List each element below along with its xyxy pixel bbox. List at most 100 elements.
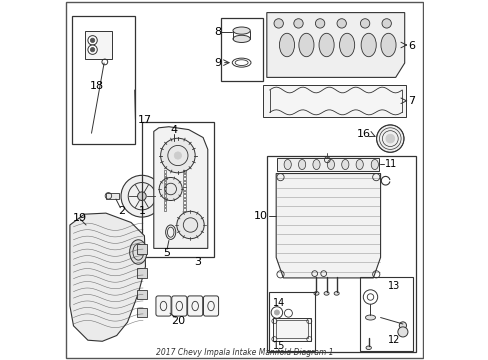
Text: 18: 18 [90, 81, 104, 91]
Bar [137, 308, 147, 317]
Text: 20: 20 [170, 316, 184, 326]
Ellipse shape [284, 159, 291, 170]
Polygon shape [276, 174, 380, 278]
Bar [163, 170, 166, 173]
Bar [183, 191, 186, 193]
Text: 8: 8 [214, 27, 221, 37]
Text: 12: 12 [387, 335, 399, 345]
Bar [266, 156, 415, 352]
Text: 2017 Chevy Impala Intake Manifold Diagram 1: 2017 Chevy Impala Intake Manifold Diagra… [156, 348, 332, 357]
Text: 5: 5 [163, 248, 170, 258]
Polygon shape [263, 85, 405, 117]
Ellipse shape [355, 159, 363, 170]
Bar [85, 31, 112, 59]
Bar [72, 16, 134, 144]
Bar [163, 188, 166, 190]
Text: 10: 10 [253, 211, 267, 221]
Text: 13: 13 [387, 281, 399, 291]
Text: 17: 17 [138, 114, 152, 125]
Ellipse shape [333, 292, 339, 295]
Ellipse shape [326, 159, 334, 170]
Text: 3: 3 [194, 257, 201, 267]
Text: 14: 14 [272, 298, 284, 308]
Ellipse shape [313, 292, 318, 295]
Ellipse shape [365, 315, 375, 320]
Bar [183, 188, 186, 190]
Circle shape [160, 138, 195, 173]
FancyBboxPatch shape [203, 296, 218, 316]
Ellipse shape [129, 240, 146, 264]
Bar [163, 201, 166, 204]
Text: 11: 11 [384, 159, 396, 169]
Bar [163, 174, 166, 176]
Polygon shape [153, 127, 207, 248]
Ellipse shape [312, 159, 320, 170]
Text: 7: 7 [407, 96, 415, 106]
Circle shape [177, 211, 204, 239]
Circle shape [385, 134, 394, 143]
Text: 9: 9 [214, 58, 221, 68]
Bar [268, 292, 314, 351]
Bar [359, 277, 412, 351]
Bar [163, 194, 166, 197]
Circle shape [273, 19, 283, 28]
Circle shape [293, 19, 303, 28]
Bar [183, 198, 186, 200]
Ellipse shape [339, 33, 354, 57]
Bar [183, 204, 186, 207]
Ellipse shape [232, 27, 250, 34]
Ellipse shape [324, 292, 328, 295]
Text: 4: 4 [170, 125, 177, 135]
Polygon shape [276, 158, 379, 171]
Text: 16: 16 [357, 129, 370, 139]
Bar [142, 122, 213, 257]
Ellipse shape [298, 33, 313, 57]
Circle shape [274, 310, 279, 315]
Circle shape [121, 175, 163, 217]
Circle shape [88, 45, 97, 54]
Bar [137, 268, 147, 278]
Ellipse shape [341, 159, 348, 170]
Bar [163, 177, 166, 180]
Bar [183, 170, 186, 173]
Circle shape [159, 177, 182, 201]
Polygon shape [70, 213, 145, 341]
Circle shape [381, 19, 390, 28]
Ellipse shape [318, 33, 333, 57]
FancyBboxPatch shape [171, 296, 186, 316]
Ellipse shape [298, 159, 305, 170]
Circle shape [88, 36, 97, 45]
Bar [272, 318, 311, 341]
Text: 1: 1 [138, 206, 145, 216]
Bar [183, 184, 186, 186]
Polygon shape [266, 13, 404, 77]
Circle shape [376, 125, 403, 152]
Ellipse shape [279, 33, 294, 57]
Ellipse shape [365, 346, 371, 350]
Bar [163, 184, 166, 186]
Circle shape [399, 322, 406, 329]
Circle shape [397, 327, 407, 337]
Bar [183, 174, 186, 176]
Text: 2: 2 [118, 206, 125, 216]
Bar [183, 181, 186, 183]
Bar [183, 208, 186, 211]
Circle shape [90, 48, 95, 52]
Ellipse shape [380, 33, 395, 57]
Bar [137, 290, 147, 299]
FancyBboxPatch shape [156, 296, 171, 316]
Bar [163, 208, 166, 211]
Circle shape [360, 19, 369, 28]
Bar [106, 193, 118, 199]
Bar [221, 18, 262, 81]
Bar [183, 194, 186, 197]
Circle shape [315, 19, 324, 28]
Bar [183, 177, 186, 180]
Bar [163, 191, 166, 193]
Text: 15: 15 [272, 341, 285, 351]
Text: 19: 19 [72, 213, 86, 223]
Ellipse shape [370, 159, 378, 170]
Bar [137, 244, 147, 254]
Bar [163, 181, 166, 183]
Bar [163, 204, 166, 207]
